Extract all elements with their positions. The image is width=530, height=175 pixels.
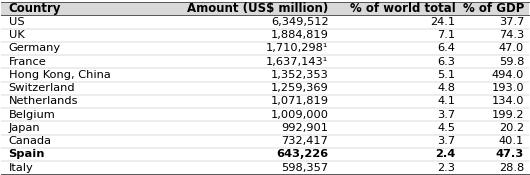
Text: 37.7: 37.7	[499, 17, 524, 27]
Text: 1,884,819: 1,884,819	[270, 30, 329, 40]
Text: 598,357: 598,357	[281, 163, 329, 173]
Text: Belgium: Belgium	[8, 110, 55, 120]
Text: 20.2: 20.2	[499, 123, 524, 133]
FancyBboxPatch shape	[1, 121, 529, 135]
Text: 7.1: 7.1	[437, 30, 455, 40]
Text: 193.0: 193.0	[491, 83, 524, 93]
Text: 28.8: 28.8	[499, 163, 524, 173]
Text: 134.0: 134.0	[491, 96, 524, 106]
Text: 74.3: 74.3	[499, 30, 524, 40]
FancyBboxPatch shape	[1, 148, 529, 161]
Text: 2.4: 2.4	[435, 149, 455, 159]
Text: 2.3: 2.3	[437, 163, 455, 173]
Text: % of GDP: % of GDP	[463, 2, 524, 15]
Text: 3.7: 3.7	[437, 110, 455, 120]
Text: 992,901: 992,901	[281, 123, 329, 133]
Text: 6,349,512: 6,349,512	[271, 17, 329, 27]
Text: 1,637,143¹: 1,637,143¹	[266, 57, 329, 67]
Text: 5.1: 5.1	[437, 70, 455, 80]
Text: 40.1: 40.1	[499, 136, 524, 146]
Text: Hong Kong, China: Hong Kong, China	[8, 70, 110, 80]
Text: 1,259,369: 1,259,369	[271, 83, 329, 93]
Text: 4.8: 4.8	[437, 83, 455, 93]
FancyBboxPatch shape	[1, 82, 529, 95]
Text: Country: Country	[8, 2, 61, 15]
Text: Spain: Spain	[8, 149, 45, 159]
Text: 3.7: 3.7	[437, 136, 455, 146]
Text: 1,071,819: 1,071,819	[270, 96, 329, 106]
FancyBboxPatch shape	[1, 161, 529, 174]
Text: 199.2: 199.2	[491, 110, 524, 120]
Text: 732,417: 732,417	[281, 136, 329, 146]
FancyBboxPatch shape	[1, 42, 529, 55]
Text: 4.1: 4.1	[437, 96, 455, 106]
Text: Switzerland: Switzerland	[8, 83, 75, 93]
Text: 494.0: 494.0	[492, 70, 524, 80]
Text: % of world total: % of world total	[350, 2, 455, 15]
Text: 1,352,353: 1,352,353	[270, 70, 329, 80]
FancyBboxPatch shape	[1, 2, 529, 15]
Text: Canada: Canada	[8, 136, 51, 146]
FancyBboxPatch shape	[1, 29, 529, 42]
Text: France: France	[8, 57, 46, 67]
Text: 47.3: 47.3	[496, 149, 524, 159]
Text: 1,009,000: 1,009,000	[270, 110, 329, 120]
Text: UK: UK	[8, 30, 24, 40]
Text: 6.4: 6.4	[437, 43, 455, 53]
Text: 643,226: 643,226	[276, 149, 329, 159]
Text: 24.1: 24.1	[430, 17, 455, 27]
FancyBboxPatch shape	[1, 95, 529, 108]
Text: Italy: Italy	[8, 163, 33, 173]
FancyBboxPatch shape	[1, 68, 529, 82]
Text: US: US	[8, 17, 24, 27]
Text: 1,710,298¹: 1,710,298¹	[266, 43, 329, 53]
FancyBboxPatch shape	[1, 15, 529, 29]
FancyBboxPatch shape	[1, 55, 529, 68]
Text: Germany: Germany	[8, 43, 61, 53]
Text: 6.3: 6.3	[437, 57, 455, 67]
Text: Netherlands: Netherlands	[8, 96, 78, 106]
Text: 4.5: 4.5	[437, 123, 455, 133]
FancyBboxPatch shape	[1, 135, 529, 148]
Text: 47.0: 47.0	[499, 43, 524, 53]
FancyBboxPatch shape	[1, 108, 529, 121]
Text: Amount (US$ million): Amount (US$ million)	[187, 2, 329, 15]
Text: 59.8: 59.8	[499, 57, 524, 67]
Text: Japan: Japan	[8, 123, 40, 133]
